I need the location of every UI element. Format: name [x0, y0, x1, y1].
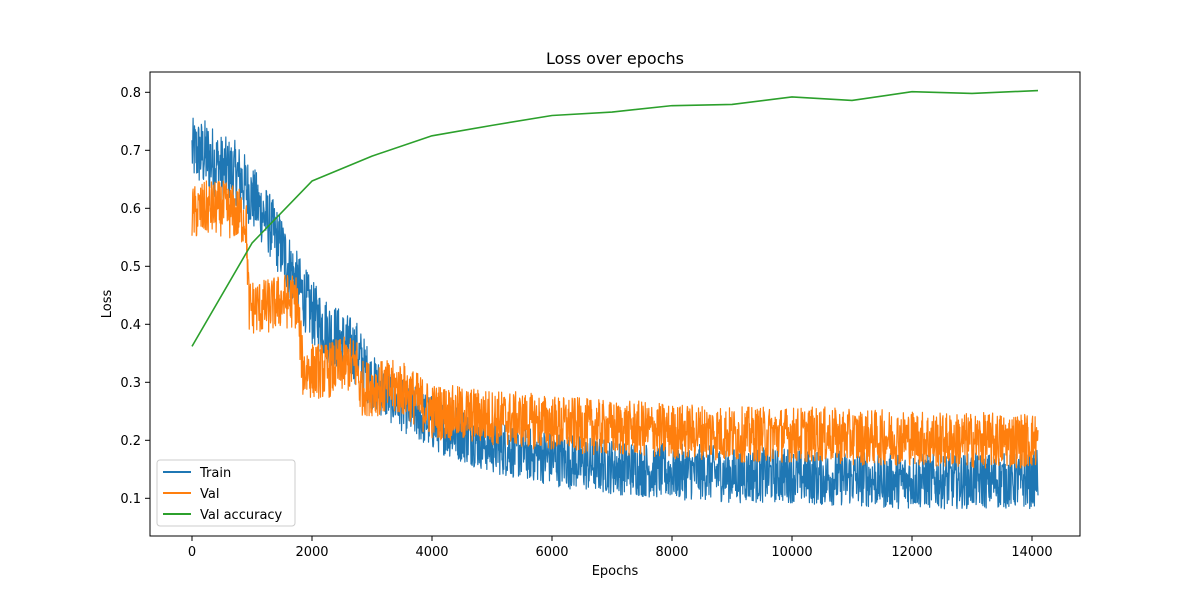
- x-tick-label: 6000: [535, 545, 568, 560]
- series-layer: [191, 89, 1039, 510]
- x-tick-label: 4000: [415, 545, 448, 560]
- x-tick-label: 12000: [891, 545, 932, 560]
- y-tick-label: 0.6: [120, 202, 141, 217]
- x-axis-label: Epochs: [592, 564, 639, 579]
- y-tick-label: 0.7: [120, 144, 141, 159]
- y-tick-label: 0.5: [120, 260, 141, 275]
- y-tick-label: 0.2: [120, 434, 141, 449]
- x-axis: 0 2000 4000 6000 8000 10000 12000 14000: [188, 536, 1053, 560]
- x-tick-label: 0: [188, 545, 196, 560]
- y-axis: 0.1 0.2 0.3 0.4 0.5 0.6 0.7 0.8: [120, 86, 150, 507]
- y-tick-label: 0.1: [120, 492, 141, 507]
- legend-label-train: Train: [199, 466, 231, 481]
- y-tick-label: 0.4: [120, 318, 141, 333]
- series-val-accuracy-line: [191, 89, 1039, 347]
- legend-label-val-accuracy: Val accuracy: [200, 508, 283, 523]
- x-tick-label: 14000: [1011, 545, 1052, 560]
- x-tick-label: 10000: [771, 545, 812, 560]
- x-tick-label: 2000: [295, 545, 328, 560]
- y-tick-label: 0.8: [120, 86, 141, 101]
- legend-box: [156, 459, 296, 527]
- chart-title: Loss over epochs: [546, 49, 684, 68]
- x-tick-label: 8000: [655, 545, 688, 560]
- legend: Train Val Val accuracy: [156, 459, 296, 527]
- y-axis-label: Loss: [100, 290, 115, 319]
- series-val-line: [191, 180, 1039, 469]
- y-tick-label: 0.3: [120, 376, 141, 391]
- plot-frame: [149, 71, 1081, 537]
- legend-label-val: Val: [200, 487, 219, 502]
